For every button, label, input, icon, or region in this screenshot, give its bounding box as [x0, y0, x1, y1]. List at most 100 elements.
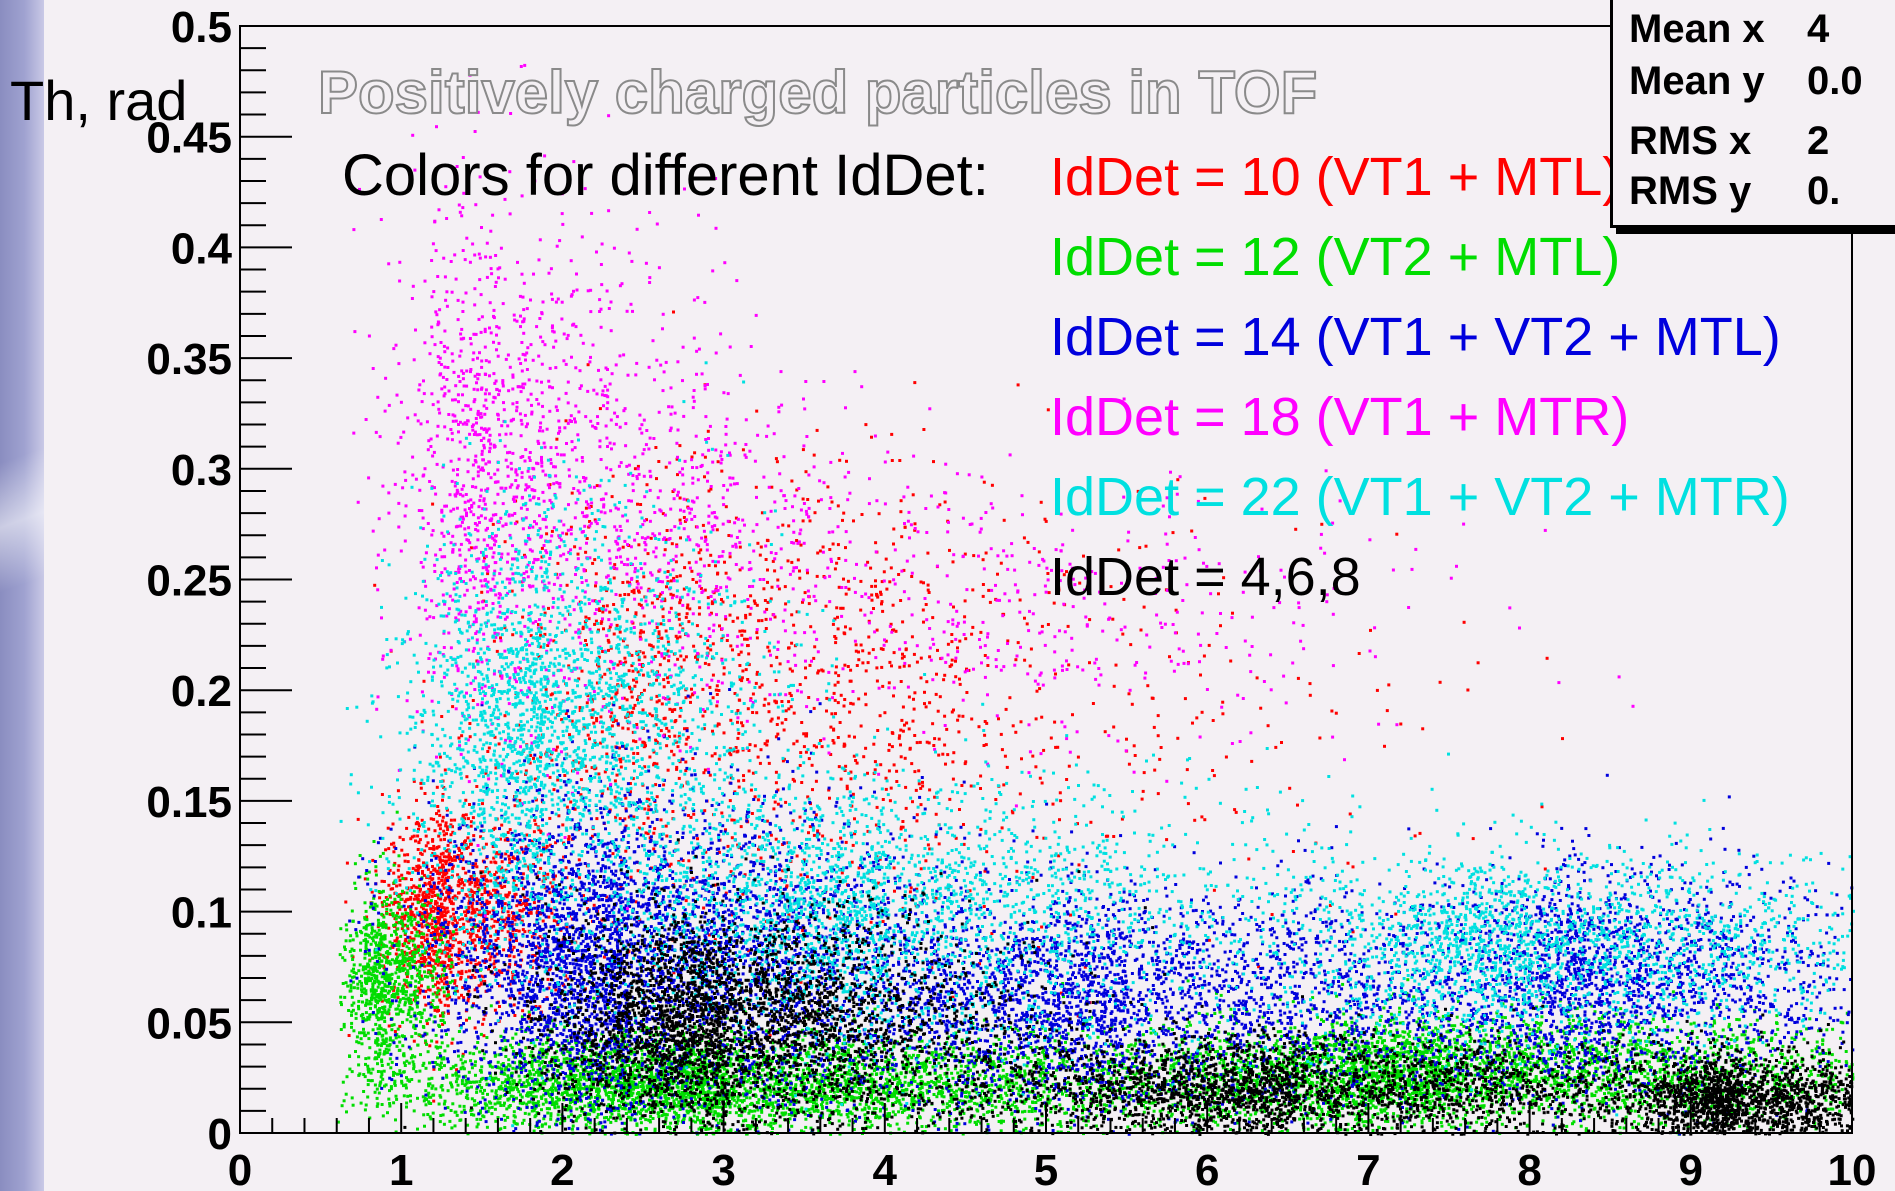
data-point	[480, 944, 484, 948]
data-point	[1508, 1023, 1512, 1027]
data-point	[462, 930, 466, 934]
data-point	[952, 1124, 956, 1128]
data-point	[687, 859, 691, 863]
data-point	[1222, 1059, 1226, 1062]
data-point	[878, 1109, 882, 1113]
data-point	[578, 761, 582, 765]
data-point	[442, 931, 446, 935]
data-point	[479, 902, 483, 906]
data-point	[471, 924, 475, 928]
data-point	[1520, 1060, 1524, 1064]
data-point	[689, 700, 692, 704]
data-point	[1399, 722, 1403, 726]
data-point	[395, 1044, 399, 1048]
data-point	[426, 987, 430, 991]
data-point	[413, 947, 417, 951]
data-point	[393, 1030, 397, 1033]
data-point	[550, 758, 554, 762]
data-point	[803, 1112, 807, 1116]
data-point	[438, 905, 442, 908]
data-point	[625, 698, 629, 702]
data-point	[792, 623, 796, 627]
data-point	[1634, 1044, 1638, 1048]
data-point	[391, 945, 395, 949]
data-point	[375, 1096, 379, 1100]
data-point	[548, 843, 552, 847]
data-point	[430, 1076, 434, 1080]
data-point	[841, 518, 844, 522]
data-point	[624, 796, 628, 800]
data-point	[403, 908, 407, 912]
data-point	[825, 1043, 829, 1047]
data-point	[1773, 1073, 1777, 1077]
data-point	[462, 883, 466, 887]
data-point	[582, 894, 585, 898]
data-point	[1765, 1043, 1769, 1047]
data-point	[711, 673, 715, 677]
data-point	[745, 637, 749, 641]
data-point	[674, 634, 678, 638]
data-point	[962, 1111, 966, 1115]
data-point	[855, 1090, 859, 1094]
data-point	[642, 822, 646, 825]
data-point	[1292, 561, 1296, 565]
data-point	[435, 1040, 439, 1044]
data-point	[406, 860, 410, 864]
data-point	[619, 760, 623, 764]
data-point	[853, 735, 856, 739]
data-point	[1280, 741, 1283, 744]
data-point	[444, 911, 448, 915]
data-point	[434, 949, 438, 953]
data-point	[1053, 720, 1057, 724]
data-point	[652, 763, 656, 767]
data-point	[797, 1068, 801, 1072]
data-point	[802, 732, 806, 736]
data-point	[637, 826, 641, 830]
data-point	[853, 817, 856, 821]
data-point	[406, 969, 410, 973]
data-point	[867, 635, 871, 639]
data-point	[447, 884, 451, 888]
data-point	[842, 577, 845, 581]
data-point	[1126, 1025, 1130, 1028]
data-point	[777, 587, 781, 591]
data-point	[488, 910, 491, 914]
data-point	[485, 899, 489, 903]
data-point	[438, 823, 442, 827]
data-point	[442, 886, 446, 890]
data-point	[778, 1124, 782, 1128]
data-point	[494, 938, 498, 942]
data-point	[417, 841, 421, 845]
data-point	[469, 875, 473, 879]
data-point	[398, 1024, 402, 1028]
data-point	[470, 904, 474, 908]
data-point	[351, 958, 355, 961]
data-point	[508, 861, 512, 865]
data-point	[414, 868, 418, 872]
data-point	[532, 901, 536, 905]
data-point	[915, 813, 919, 817]
data-point	[814, 1102, 818, 1106]
data-point	[839, 836, 843, 840]
data-point	[1021, 1056, 1025, 1059]
data-point	[774, 679, 778, 682]
data-point	[420, 911, 423, 915]
data-point	[881, 798, 885, 801]
data-point	[468, 803, 471, 806]
data-point	[379, 1075, 383, 1079]
data-point	[1216, 1123, 1220, 1127]
data-point	[836, 504, 840, 508]
data-point	[1647, 1049, 1651, 1053]
data-point	[1157, 1117, 1160, 1121]
data-point	[511, 974, 515, 978]
data-point	[678, 518, 682, 522]
data-point	[532, 863, 535, 867]
data-point	[1315, 1080, 1319, 1084]
data-point	[507, 914, 511, 917]
data-point	[520, 1084, 523, 1088]
data-point	[1433, 1088, 1437, 1092]
data-point	[1044, 519, 1048, 523]
data-point	[852, 754, 856, 758]
data-point	[417, 827, 420, 831]
data-point	[462, 996, 466, 1000]
